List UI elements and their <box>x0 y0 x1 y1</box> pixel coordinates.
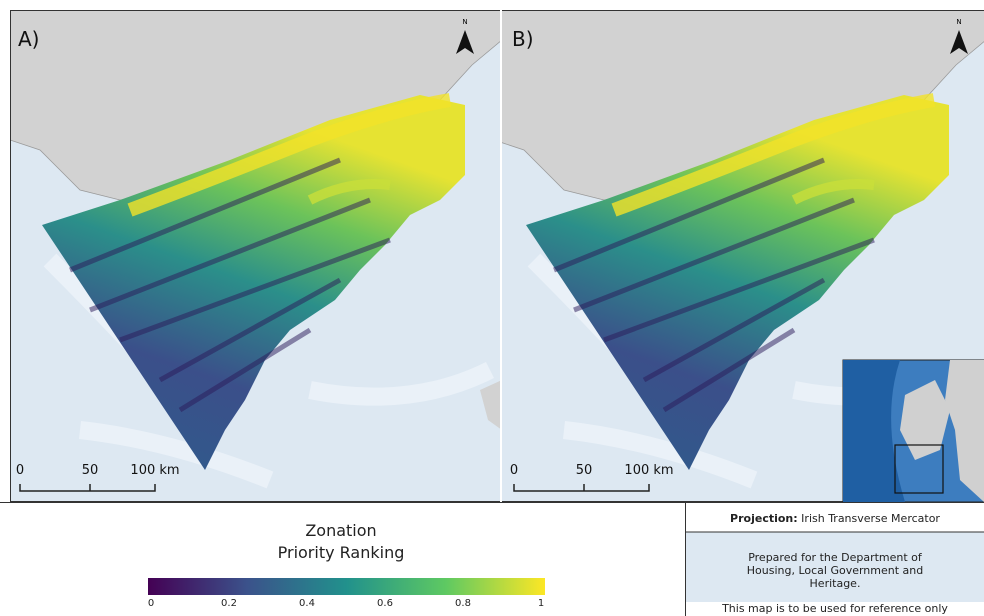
north-label: N <box>462 18 467 26</box>
disclaimer: This map is to be used for reference onl… <box>686 602 984 615</box>
panel-label: A) <box>18 27 39 51</box>
scale-label: 0 <box>510 463 518 478</box>
inset-map <box>843 360 984 502</box>
scale-label: 0 <box>16 463 24 478</box>
scale-label: 100 km <box>130 463 179 478</box>
projection-value: Irish Transverse Mercator <box>801 512 940 525</box>
map-panel-a <box>10 10 502 502</box>
projection-label: Projection: <box>730 512 798 525</box>
scale-label: 50 <box>82 463 99 478</box>
legend-title: Zonation <box>305 521 376 540</box>
scale-label: 50 <box>576 463 593 478</box>
colorbar-tick-label: 0.8 <box>455 598 471 609</box>
scale-label: 100 km <box>624 463 673 478</box>
north-label: N <box>956 18 961 26</box>
panel-label: B) <box>512 27 534 51</box>
colorbar-tick-label: 1 <box>538 598 544 609</box>
page: Zonation Priority Ranking A) N 0 50 100 km B)… <box>0 0 984 616</box>
legend-title: Priority Ranking <box>278 543 405 562</box>
legend-colorbar <box>148 578 545 595</box>
projection-note: Projection: Irish Transverse Mercator <box>686 512 984 525</box>
colorbar-tick-label: 0.6 <box>377 598 393 609</box>
colorbar-tick-label: 0.4 <box>299 598 315 609</box>
colorbar-tick-label: 0 <box>148 598 154 609</box>
colorbar-tick-label: 0.2 <box>221 598 237 609</box>
prepared-note: Prepared for the Department of Housing, … <box>686 551 984 590</box>
